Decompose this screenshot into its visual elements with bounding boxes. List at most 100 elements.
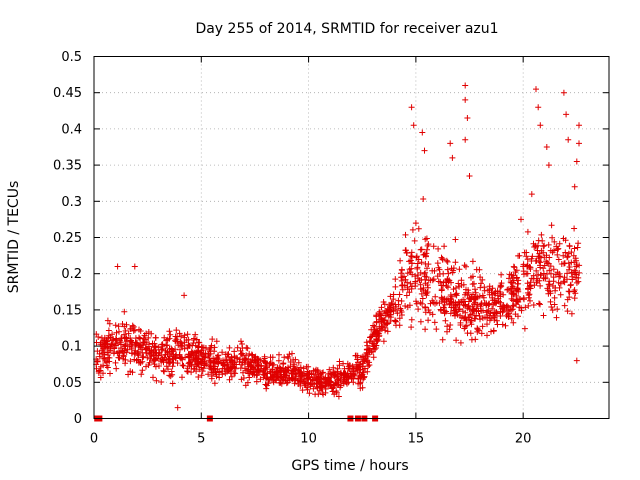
data-point — [438, 286, 445, 293]
data-point — [239, 345, 246, 352]
data-point — [188, 348, 195, 355]
data-point — [127, 341, 133, 348]
data-point — [478, 300, 485, 307]
data-point — [436, 271, 443, 277]
data-point — [281, 367, 288, 374]
data-point — [518, 216, 524, 223]
data-point — [104, 364, 111, 371]
data-point — [492, 300, 499, 307]
data-point — [132, 347, 139, 354]
data-point — [508, 315, 515, 322]
data-point — [375, 333, 382, 339]
data-point — [556, 284, 563, 291]
data-point — [227, 361, 234, 367]
data-point — [481, 287, 488, 294]
data-point — [571, 295, 578, 302]
data-point — [564, 254, 571, 261]
data-point — [520, 295, 527, 301]
data-point — [537, 272, 544, 279]
data-point — [167, 331, 174, 338]
data-point — [159, 356, 166, 362]
data-point — [167, 359, 174, 366]
data-point — [527, 282, 534, 289]
data-point — [460, 281, 467, 288]
data-point — [406, 302, 413, 309]
data-point — [191, 365, 198, 372]
data-point — [535, 253, 542, 260]
data-point — [576, 262, 583, 269]
data-point — [192, 331, 199, 338]
data-point — [487, 310, 494, 317]
data-point — [312, 391, 319, 398]
data-point — [219, 371, 226, 378]
data-point — [424, 265, 430, 272]
data-point — [456, 283, 463, 290]
data-point — [497, 293, 504, 300]
data-point — [256, 369, 263, 376]
data-point — [552, 271, 559, 278]
data-point — [528, 191, 535, 198]
data-point — [394, 310, 401, 317]
data-point — [322, 389, 329, 396]
data-point — [419, 129, 426, 136]
x-tick-label: 15 — [408, 432, 425, 447]
data-point — [299, 371, 306, 378]
y-tick-label: 0.5 — [61, 50, 82, 65]
data-point — [439, 256, 446, 263]
data-point — [371, 326, 377, 333]
data-point — [412, 283, 419, 290]
data-point — [120, 355, 127, 362]
data-point — [452, 291, 459, 298]
data-point — [225, 367, 232, 374]
data-point — [440, 279, 447, 286]
data-point — [552, 287, 559, 294]
data-point — [308, 370, 315, 377]
data-point — [248, 351, 255, 358]
data-point — [184, 331, 191, 338]
data-point — [274, 373, 280, 380]
data-point — [384, 320, 391, 327]
data-point — [484, 321, 490, 328]
data-point — [433, 299, 440, 306]
data-point — [97, 339, 104, 346]
data-point — [500, 308, 506, 315]
data-point — [466, 173, 473, 179]
data-point — [253, 378, 260, 385]
x-tick-label: 0 — [90, 432, 98, 447]
data-point — [305, 363, 312, 370]
data-point — [374, 329, 381, 336]
data-point — [138, 371, 145, 378]
data-point — [184, 365, 191, 372]
data-point — [560, 278, 567, 285]
y-tick-label: 0.45 — [53, 86, 82, 101]
data-point — [514, 286, 520, 293]
data-point — [490, 301, 497, 308]
y-tick-label: 0.1 — [61, 340, 82, 355]
data-point — [156, 363, 162, 369]
data-point — [477, 316, 483, 323]
data-point — [127, 335, 134, 341]
data-point — [456, 266, 463, 273]
data-point — [566, 264, 573, 270]
data-point — [129, 322, 136, 329]
data-point — [422, 304, 429, 310]
data-point — [571, 225, 578, 232]
data-point — [504, 286, 511, 293]
data-point — [106, 354, 113, 361]
data-point — [342, 370, 349, 377]
data-point — [469, 273, 476, 280]
data-point — [161, 368, 168, 375]
data-point — [306, 390, 313, 397]
data-point — [554, 246, 561, 253]
data-point — [510, 263, 517, 270]
data-point — [435, 264, 442, 271]
data-point — [121, 335, 128, 342]
data-point — [334, 373, 341, 380]
data-point — [314, 383, 320, 390]
data-point — [168, 345, 175, 352]
data-point — [572, 290, 579, 297]
data-point — [524, 228, 531, 235]
data-point — [125, 371, 132, 378]
data-point — [514, 280, 521, 287]
data-point — [127, 358, 134, 365]
